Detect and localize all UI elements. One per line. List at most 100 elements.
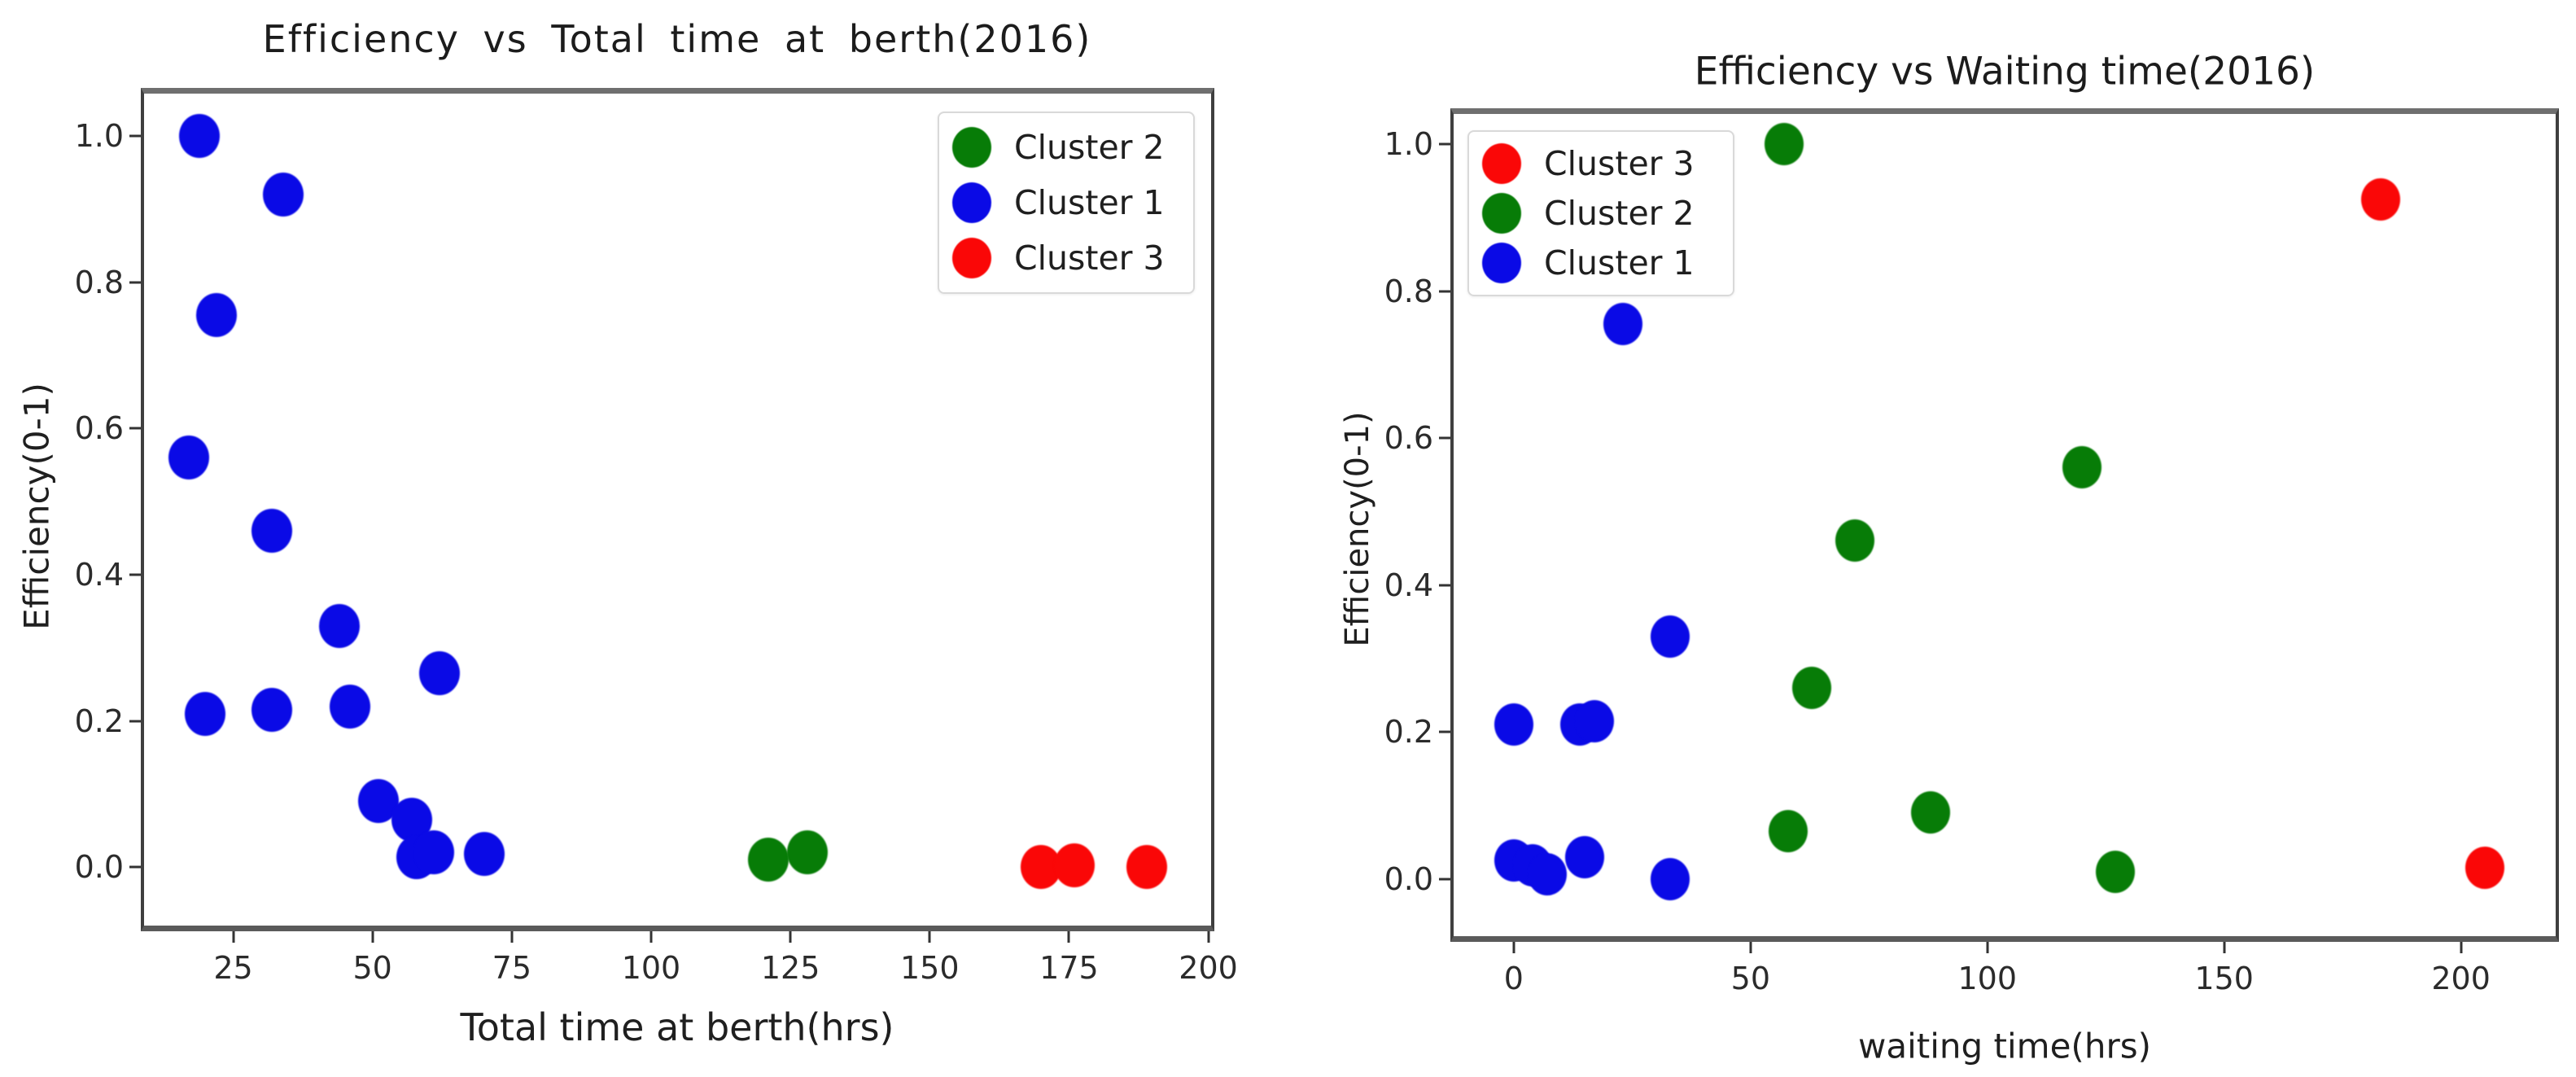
y-tick-label: 0.6: [1384, 420, 1433, 457]
data-point-cluster-1: [330, 684, 371, 729]
data-point-cluster-2: [1792, 666, 1832, 709]
data-point-cluster-2: [2095, 850, 2135, 893]
x-tick-label: 125: [760, 950, 820, 986]
x-tick-mark: [371, 931, 374, 943]
y-tick-mark: [129, 720, 141, 723]
plot-area: 0 50 100 150 200 1.0 0.8 0.6 0.4 0.2 0.0: [1384, 108, 2559, 996]
data-point-cluster-1: [1650, 857, 1690, 900]
y-tick-mark: [1439, 436, 1450, 440]
data-point-cluster-1: [1565, 835, 1605, 878]
data-point-cluster-2: [1835, 519, 1874, 563]
y-tick-label: 0.8: [1384, 273, 1433, 309]
x-tick-label: 200: [1179, 950, 1238, 986]
legend-entry: Cluster 2: [952, 127, 1180, 168]
data-point-cluster-1: [251, 509, 293, 554]
y-axis-label: Efficiency(0-1): [16, 383, 57, 630]
x-tick-label: 75: [492, 950, 532, 986]
y-tick-label: 1.0: [1384, 126, 1433, 162]
data-point-cluster-1: [179, 114, 221, 159]
legend-entry: Cluster 1: [1482, 243, 1720, 284]
y-tick-label: 0.0: [1384, 860, 1433, 897]
y-tick-mark: [129, 427, 141, 430]
y-tick-label: 0.8: [74, 264, 124, 300]
y-tick-label: 0.4: [1384, 567, 1433, 603]
data-point-cluster-1: [195, 293, 237, 338]
y-tick-label: 0.2: [74, 703, 124, 739]
x-tick-label: 200: [2431, 961, 2491, 996]
legend-swatch-icon: [1482, 192, 1521, 234]
legend-entry-label: Cluster 2: [1014, 128, 1165, 167]
plot-area: 25 50 75 100 125 150 175 200 1.0 0.8 0.6 0.4 0.2 0.0: [75, 88, 1238, 986]
y-tick-label: 0.4: [74, 556, 124, 593]
legend-swatch-icon: [952, 238, 991, 278]
chart-title: Efficiency vs Waiting time(2016): [1694, 49, 2316, 94]
data-point-cluster-2: [1769, 809, 1808, 852]
legend-entry: Cluster 3: [1482, 142, 1720, 184]
x-tick-mark: [1067, 931, 1070, 943]
data-point-cluster-1: [1513, 844, 1553, 887]
y-tick-mark: [129, 573, 141, 576]
legend-swatch-icon: [952, 182, 991, 223]
data-point-cluster-1: [1574, 699, 1614, 742]
x-axis-label: waiting time(hrs): [1858, 1026, 2151, 1066]
x-tick-mark: [1749, 942, 1752, 953]
data-point-cluster-3: [2360, 177, 2400, 221]
data-point-cluster-1: [413, 830, 454, 875]
data-point-cluster-1: [168, 436, 209, 480]
data-point-cluster-2: [747, 838, 789, 882]
y-tick-mark: [129, 281, 141, 284]
legend-entry: Cluster 1: [952, 182, 1180, 223]
x-tick-label: 100: [621, 950, 681, 986]
x-tick-mark: [649, 931, 653, 943]
data-point-cluster-1: [263, 172, 304, 217]
x-tick-label: 150: [2194, 961, 2254, 996]
x-tick-mark: [928, 931, 931, 943]
data-point-cluster-1: [463, 831, 505, 876]
x-tick-label: 0: [1503, 961, 1524, 996]
data-point-cluster-1: [251, 688, 293, 733]
y-tick-label: 0.6: [74, 410, 124, 447]
data-point-cluster-3: [2464, 847, 2504, 890]
x-tick-label: 100: [1957, 961, 2018, 996]
legend-swatch-icon: [1482, 243, 1521, 284]
y-tick-mark: [1439, 878, 1450, 881]
data-point-cluster-1: [185, 691, 226, 736]
data-point-cluster-2: [2062, 446, 2102, 489]
data-point-cluster-1: [1527, 853, 1567, 896]
y-tick-mark: [129, 865, 141, 869]
data-point-cluster-1: [391, 797, 432, 842]
y-tick-label: 0.0: [74, 849, 124, 886]
data-point-cluster-1: [1494, 839, 1533, 882]
legend-entry-label: Cluster 1: [1014, 183, 1165, 222]
x-tick-label: 50: [1730, 961, 1771, 996]
data-point-cluster-2: [786, 830, 828, 875]
data-point-cluster-1: [1603, 303, 1642, 346]
data-point-cluster-1: [1650, 615, 1690, 658]
data-point-cluster-2: [1764, 123, 1804, 165]
legend-entry: Cluster 3: [952, 238, 1180, 278]
x-tick-mark: [1207, 931, 1210, 943]
y-tick-mark: [129, 134, 141, 138]
x-tick-label: 25: [213, 950, 253, 986]
data-point-cluster-1: [1494, 703, 1533, 746]
x-tick-mark: [2460, 942, 2463, 953]
y-tick-mark: [1439, 142, 1450, 146]
legend-entry-label: Cluster 2: [1544, 193, 1695, 233]
legend: Cluster 2 Cluster 1 Cluster 3: [938, 112, 1195, 294]
data-point-cluster-2: [1910, 791, 1950, 834]
x-tick-label: 150: [900, 950, 960, 986]
legend-swatch-icon: [952, 127, 991, 168]
data-point-cluster-3: [1021, 845, 1062, 890]
legend: Cluster 3 Cluster 2 Cluster 1: [1467, 130, 1734, 296]
y-tick-mark: [1439, 584, 1450, 587]
chart-title: Efficiency vs Total time at berth(2016): [262, 17, 1092, 61]
x-tick-label: 175: [1039, 950, 1099, 986]
data-point-cluster-1: [396, 834, 438, 879]
y-tick-mark: [1439, 730, 1450, 733]
legend-entry-label: Cluster 3: [1014, 239, 1165, 278]
y-tick-label: 1.0: [74, 118, 124, 155]
x-tick-mark: [510, 931, 514, 943]
x-tick-mark: [1986, 942, 1989, 953]
